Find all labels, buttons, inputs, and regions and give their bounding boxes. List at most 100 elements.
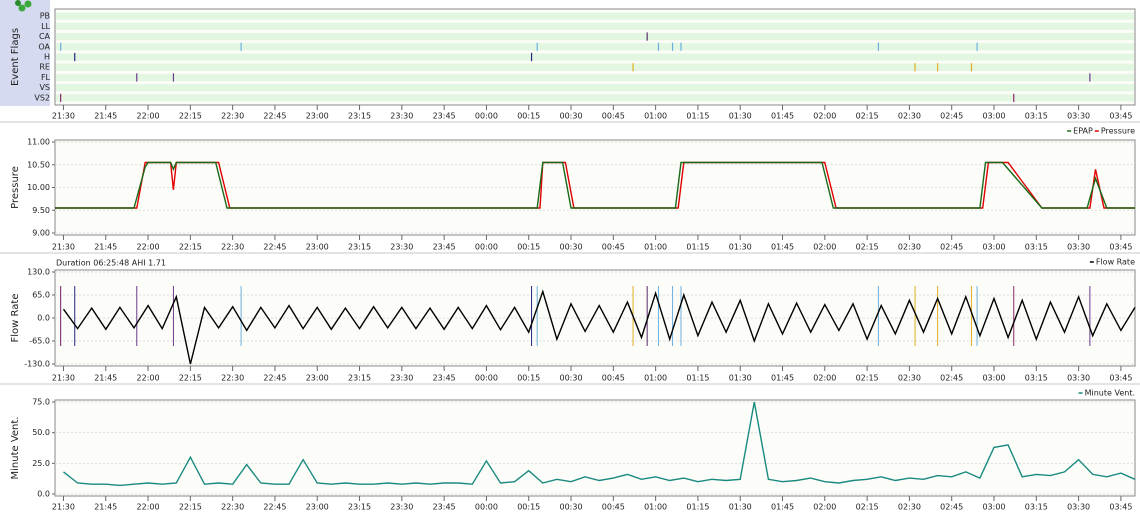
x-tick-label: 22:00 [137,374,160,383]
x-tick-label: 01:30 [729,374,752,383]
x-tick-label: 00:15 [517,374,540,383]
x-tick-label: 00:00 [475,503,498,512]
y-axis-label: Flow Rate [10,294,21,343]
x-tick-label: 01:30 [729,503,752,512]
x-tick-label: 22:30 [221,374,244,383]
x-tick-label: 23:45 [433,243,456,252]
x-tick-label: 00:00 [475,374,498,383]
x-tick-label: 21:45 [94,112,117,121]
x-tick-label: 00:15 [517,112,540,121]
y-tick-label: 50.0 [32,428,50,437]
logo-dot [15,0,21,6]
x-tick-label: 02:00 [813,243,836,252]
series-line [63,401,1136,487]
row-label: PB [40,12,50,21]
x-tick-label: 22:45 [263,503,286,512]
x-tick-label: 23:15 [348,503,371,512]
x-tick-label: 03:45 [1109,112,1132,121]
x-tick-label: 02:15 [856,112,879,121]
x-tick-label: 22:00 [137,243,160,252]
y-axis-label: Event Flags [10,28,21,86]
x-tick-label: 03:30 [1067,374,1090,383]
event-row [56,43,1134,51]
x-tick-label: 22:30 [221,243,244,252]
event-row [56,63,1134,71]
event-row [56,73,1134,82]
x-tick-label: 22:15 [179,374,202,383]
header-corner [0,0,50,106]
annotation: Duration 06:25:48 AHI 1.71 [56,259,166,268]
logo-dot [24,0,32,8]
event-row [56,53,1134,61]
x-tick-label: 03:00 [982,374,1005,383]
x-tick-label: 02:45 [940,112,963,121]
x-tick-label: 21:45 [94,243,117,252]
x-tick-label: 03:45 [1109,374,1132,383]
y-tick-label: 10.50 [27,160,50,169]
x-tick-label: 21:45 [94,374,117,383]
x-tick-label: 01:30 [729,112,752,121]
y-axis-label: Minute Vent. [10,417,21,480]
x-tick-label: 02:30 [898,243,921,252]
row-label: CA [39,32,51,41]
x-tick-label: 00:15 [517,243,540,252]
x-tick-label: 23:30 [390,112,413,121]
x-tick-label: 23:30 [390,374,413,383]
x-tick-label: 21:30 [52,503,75,512]
row-label: FL [41,73,51,82]
y-tick-label: 0.0 [37,490,50,499]
x-tick-label: 23:00 [306,503,329,512]
x-tick-label: 00:45 [602,374,625,383]
x-tick-label: 01:45 [771,243,794,252]
x-tick-label: 03:45 [1109,243,1132,252]
x-tick-label: 22:00 [137,112,160,121]
x-tick-label: 02:30 [898,503,921,512]
x-tick-label: 21:30 [52,374,75,383]
x-tick-label: 02:45 [940,243,963,252]
x-tick-label: 01:00 [644,374,667,383]
y-tick-label: 10.00 [27,183,50,192]
x-tick-label: 00:45 [602,112,625,121]
legend-label: Minute Vent. [1085,389,1135,398]
x-tick-label: 23:45 [433,503,456,512]
legend-label: Flow Rate [1096,258,1135,267]
x-tick-label: 03:15 [1025,503,1048,512]
y-tick-label: 75.0 [32,398,50,407]
x-tick-label: 21:30 [52,243,75,252]
x-tick-label: 01:45 [771,374,794,383]
x-tick-label: 22:30 [221,112,244,121]
y-tick-label: 25.0 [32,459,50,468]
x-tick-label: 00:00 [475,243,498,252]
x-tick-label: 23:45 [433,112,456,121]
x-tick-label: 03:45 [1109,503,1132,512]
x-tick-label: 21:30 [52,112,75,121]
x-tick-label: 03:00 [982,503,1005,512]
x-tick-label: 03:00 [982,112,1005,121]
y-tick-label: 65.0 [32,291,50,300]
x-tick-label: 23:45 [433,374,456,383]
x-tick-label: 23:15 [348,243,371,252]
x-tick-label: 02:00 [813,112,836,121]
x-tick-label: 03:00 [982,243,1005,252]
x-tick-label: 22:00 [137,503,160,512]
x-tick-label: 01:00 [644,112,667,121]
event-row [56,32,1134,41]
x-tick-label: 01:45 [771,112,794,121]
x-tick-label: 23:15 [348,112,371,121]
x-tick-label: 02:30 [898,374,921,383]
event-row [56,22,1134,30]
plot-area [54,399,1136,497]
y-tick-label: 9.50 [32,206,50,215]
x-tick-label: 00:30 [560,503,583,512]
x-tick-label: 01:15 [686,503,709,512]
x-tick-label: 01:00 [644,243,667,252]
row-label: RE [39,63,50,72]
legend-label: Pressure [1101,127,1135,136]
x-tick-label: 22:15 [179,112,202,121]
x-tick-label: 23:15 [348,374,371,383]
x-tick-label: 02:45 [940,503,963,512]
x-tick-label: 02:45 [940,374,963,383]
legend-label: EPAP [1073,127,1093,136]
x-tick-label: 23:00 [306,243,329,252]
x-tick-label: 03:15 [1025,243,1048,252]
